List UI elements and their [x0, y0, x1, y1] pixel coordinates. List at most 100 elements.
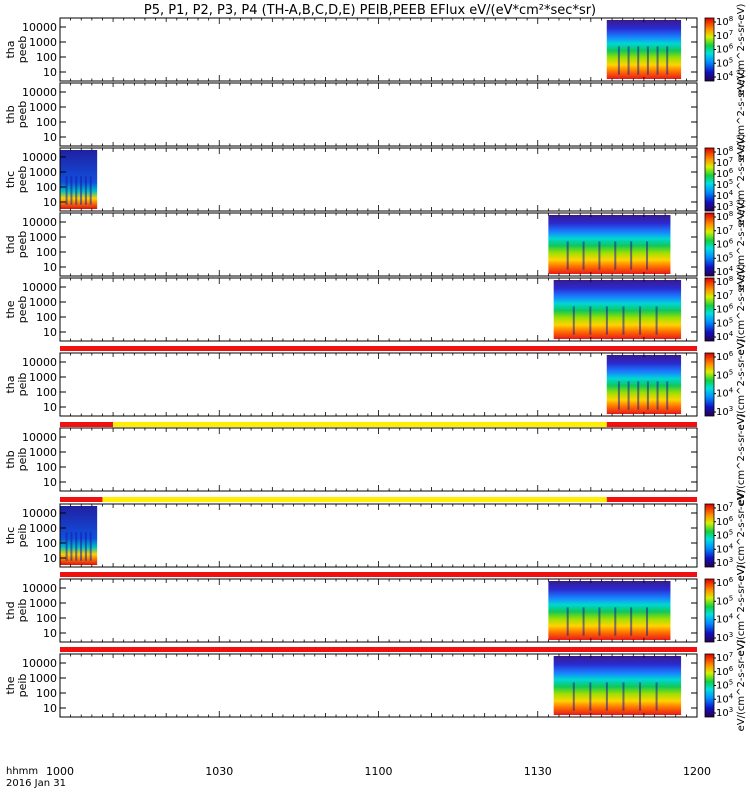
spectrogram-streak: [630, 607, 633, 636]
colorbar-unit-label: eV/(cm^2-s-sr-eV): [736, 263, 747, 355]
spectrogram-streak: [605, 682, 608, 711]
spectrogram-streak: [589, 682, 592, 711]
colorbar-tick-label: 103: [716, 556, 733, 569]
spectrogram-streak: [70, 532, 73, 561]
spectrogram-streak: [598, 241, 601, 270]
panel-label-line2: peeb: [16, 231, 29, 259]
panel-frame: [59, 82, 698, 147]
y-tick-label: 1000: [29, 296, 57, 309]
spectrogram-streak: [656, 46, 659, 75]
y-tick-label: 10000: [22, 356, 57, 369]
spectrogram-streak: [75, 532, 78, 561]
colorbar-unit-label: eV/(cm^2-s-sr-eV): [736, 564, 747, 656]
colorbar-tick-label: 108: [716, 275, 733, 288]
colorbar: [704, 503, 715, 568]
colorbar: [704, 277, 715, 342]
y-tick-label: 10000: [22, 151, 57, 164]
panel-label-line2: peeb: [16, 36, 29, 64]
mode-bar-segment: [113, 422, 607, 427]
spectrogram-streak: [627, 46, 630, 75]
colorbar-tick-label: 105: [716, 316, 733, 329]
y-tick-label: 10: [43, 261, 57, 274]
colorbar-tick-label: 106: [716, 665, 734, 678]
colorbar-tick-label: 108: [716, 15, 733, 28]
colorbar: [704, 212, 715, 277]
colorbar-tick-label: 107: [716, 501, 733, 514]
spectrogram-streak: [75, 176, 78, 205]
mode-bar-segment: [606, 497, 697, 502]
spectrogram-streak: [646, 46, 649, 75]
y-tick-label: 1000: [29, 101, 57, 114]
colorbar-tick-label: 106: [716, 303, 734, 316]
spectrogram-streak: [655, 682, 658, 711]
panel-label-line2: peib: [16, 448, 29, 472]
y-tick-label: 100: [36, 116, 57, 129]
colorbar-unit-label: eV/(cm^2-s-sr-eV): [736, 198, 747, 290]
colorbar-unit-label: eV/(cm^2-s-sr-eV): [736, 3, 747, 95]
mode-bar-segment: [102, 497, 607, 502]
spectrogram-block: [553, 280, 682, 339]
spectrogram-streak: [656, 381, 659, 410]
colorbar-tick-label: 106: [716, 350, 734, 363]
colorbar-unit-label: eV/(cm^2-s-sr-eV): [736, 133, 747, 225]
colorbar: [704, 653, 715, 718]
colorbar: [704, 147, 715, 212]
y-tick-label: 10: [43, 702, 57, 715]
colorbar-tick-label: 105: [716, 251, 733, 264]
colorbar-tick-label: 107: [716, 289, 733, 302]
colorbar-unit-label: eV/(cm^2-s-sr-eV): [736, 338, 747, 430]
date-label: 2016 Jan 31: [6, 778, 66, 789]
time-format-label: hhmm: [6, 766, 38, 777]
spectrogram-streak: [598, 607, 601, 636]
y-tick-label: 1000: [29, 446, 57, 459]
spectrogram-streak: [84, 532, 87, 561]
colorbar: [704, 352, 715, 417]
spectrogram-streak: [646, 607, 649, 636]
y-tick-label: 1000: [29, 597, 57, 610]
spectrogram-streak: [617, 381, 620, 410]
colorbar-tick-label: 108: [716, 210, 733, 223]
panel-label-line1: thb: [4, 450, 17, 468]
mode-bar-segment: [606, 422, 697, 427]
spectrogram-streak: [582, 241, 585, 270]
y-tick-label: 1000: [29, 371, 57, 384]
y-tick-label: 10000: [22, 86, 57, 99]
panel-label-line2: peib: [16, 524, 29, 548]
spectrogram-streak: [630, 241, 633, 270]
x-tick-label: 1100: [365, 765, 393, 778]
y-tick-label: 1000: [29, 231, 57, 244]
spectrogram-streak: [89, 176, 92, 205]
spectrogram-streak: [622, 682, 625, 711]
y-tick-label: 10: [43, 66, 57, 79]
colorbar-tick-label: 105: [716, 56, 733, 69]
spectrogram-streak: [566, 607, 569, 636]
panel-label-line1: tha: [4, 40, 17, 58]
spectrogram-streak: [80, 532, 83, 561]
spectrogram-streak: [65, 532, 68, 561]
y-tick-label: 100: [36, 612, 57, 625]
y-tick-label: 1000: [29, 166, 57, 179]
spectrogram-streak: [646, 381, 649, 410]
y-tick-label: 100: [36, 687, 57, 700]
y-tick-label: 100: [36, 461, 57, 474]
y-tick-label: 10000: [22, 431, 57, 444]
y-tick-label: 100: [36, 386, 57, 399]
colorbar-tick-label: 104: [716, 70, 734, 83]
y-tick-label: 10: [43, 196, 57, 209]
panel-label-line2: peeb: [16, 166, 29, 194]
y-tick-label: 10: [43, 552, 57, 565]
panel-thb-peeb: 10000 1000 100 10 thb peeb eV/(cm^2-s-sr-eV): [4, 68, 747, 160]
spectrogram-streak: [622, 306, 625, 335]
y-tick-label: 10000: [22, 281, 57, 294]
y-tick-label: 10000: [22, 657, 57, 670]
mode-bar-segment: [60, 346, 697, 351]
panel-frame: [59, 17, 698, 82]
colorbar-tick-label: 103: [716, 631, 733, 644]
